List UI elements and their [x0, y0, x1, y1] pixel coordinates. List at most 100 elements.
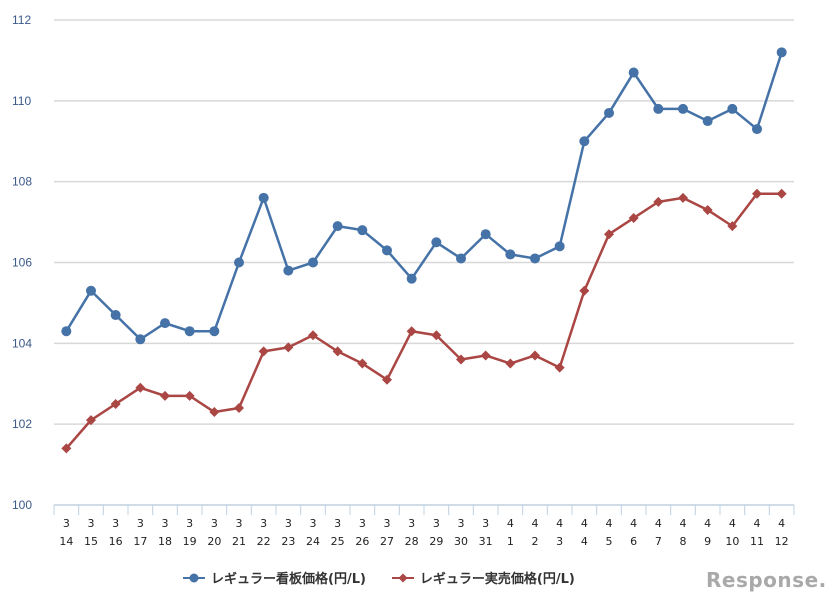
x-tick-month: 4: [655, 517, 662, 530]
data-point[interactable]: [234, 257, 244, 268]
data-point[interactable]: [554, 241, 565, 252]
data-point[interactable]: [480, 229, 491, 240]
data-point[interactable]: [86, 285, 96, 296]
x-tick-day: 20: [207, 535, 221, 548]
data-point[interactable]: [505, 249, 516, 260]
data-point[interactable]: [209, 407, 220, 418]
x-tick-day: 11: [750, 535, 764, 548]
data-point[interactable]: [283, 342, 294, 353]
data-point[interactable]: [702, 116, 713, 127]
x-tick-month: 3: [112, 517, 119, 530]
data-series: [61, 47, 787, 454]
data-point[interactable]: [357, 225, 368, 236]
data-point[interactable]: [258, 192, 269, 203]
data-point[interactable]: [234, 403, 244, 413]
x-tick-day: 15: [84, 535, 98, 548]
data-point[interactable]: [184, 390, 195, 401]
data-point[interactable]: [604, 107, 614, 118]
data-point[interactable]: [382, 374, 392, 385]
x-tick-day: 5: [606, 535, 613, 548]
x-tick-month: 3: [384, 517, 391, 530]
data-point[interactable]: [406, 273, 417, 284]
data-point[interactable]: [86, 415, 96, 426]
circle-marker-icon: [183, 573, 205, 582]
data-point[interactable]: [456, 354, 466, 365]
data-point[interactable]: [135, 382, 146, 393]
x-tick-day: 1: [507, 535, 514, 548]
x-tick-day: 4: [581, 535, 588, 548]
data-point[interactable]: [579, 285, 590, 296]
x-tick-month: 4: [507, 517, 514, 530]
data-point[interactable]: [678, 192, 688, 203]
data-point[interactable]: [653, 103, 664, 114]
data-point[interactable]: [579, 136, 590, 147]
x-tick-month: 3: [88, 517, 95, 530]
x-tick-day: 16: [109, 535, 123, 548]
data-point[interactable]: [727, 221, 738, 232]
data-point[interactable]: [456, 253, 466, 264]
x-tick-month: 3: [285, 517, 292, 530]
data-point[interactable]: [332, 346, 343, 357]
x-tick-day: 21: [232, 535, 246, 548]
x-tick-day: 25: [331, 535, 345, 548]
data-point[interactable]: [554, 362, 565, 373]
data-point[interactable]: [406, 326, 417, 337]
gridlines: [54, 19, 794, 425]
x-tick-month: 3: [433, 517, 440, 530]
data-point[interactable]: [184, 326, 195, 337]
data-point[interactable]: [628, 213, 639, 224]
x-tick-day: 17: [133, 535, 147, 548]
y-tick-label: 104: [12, 336, 32, 350]
data-point[interactable]: [357, 358, 368, 369]
x-tick-day: 28: [405, 535, 419, 548]
x-tick-day: 7: [655, 535, 662, 548]
data-point[interactable]: [110, 398, 121, 409]
legend-item-posted-price[interactable]: レギュラー看板価格(円/L): [183, 568, 366, 587]
data-point[interactable]: [530, 350, 540, 361]
data-point[interactable]: [61, 326, 72, 337]
y-tick-label: 110: [12, 94, 31, 108]
data-point[interactable]: [752, 188, 762, 199]
data-point[interactable]: [431, 330, 442, 341]
data-point[interactable]: [110, 310, 121, 321]
data-point[interactable]: [160, 318, 170, 329]
x-tick-month: 4: [532, 517, 539, 530]
data-point[interactable]: [727, 103, 738, 114]
data-point[interactable]: [382, 245, 392, 256]
data-point[interactable]: [431, 237, 442, 248]
data-point[interactable]: [530, 253, 540, 264]
legend-item-actual-price[interactable]: レギュラー実売価格(円/L): [391, 568, 575, 587]
data-point[interactable]: [308, 330, 318, 341]
data-point[interactable]: [61, 443, 72, 454]
data-point[interactable]: [604, 229, 614, 240]
y-tick-label: 112: [12, 13, 31, 27]
data-point[interactable]: [653, 196, 664, 207]
data-point[interactable]: [209, 326, 220, 337]
data-point[interactable]: [776, 47, 787, 58]
x-tick-day: 6: [630, 535, 637, 548]
x-tick-day: 23: [281, 535, 295, 548]
data-point[interactable]: [283, 265, 294, 276]
x-tick-day: 30: [454, 535, 468, 548]
data-point[interactable]: [752, 124, 762, 135]
x-tick-month: 3: [236, 517, 243, 530]
x-tick-month: 4: [704, 517, 711, 530]
x-tick-month: 4: [680, 517, 687, 530]
x-tick-month: 3: [334, 517, 341, 530]
x-tick-day: 9: [704, 535, 711, 548]
data-point[interactable]: [308, 257, 318, 268]
data-point[interactable]: [776, 188, 787, 199]
data-point[interactable]: [160, 390, 170, 401]
data-point[interactable]: [135, 334, 146, 345]
x-tick-month: 4: [581, 517, 588, 530]
data-point[interactable]: [332, 221, 343, 232]
data-point[interactable]: [480, 350, 491, 361]
data-point[interactable]: [702, 204, 713, 215]
data-point[interactable]: [258, 346, 269, 357]
data-point[interactable]: [505, 358, 516, 369]
data-point[interactable]: [628, 67, 639, 78]
data-point[interactable]: [678, 103, 688, 114]
x-tick-month: 3: [260, 517, 267, 530]
x-tick-month: 4: [729, 517, 736, 530]
legend: レギュラー看板価格(円/L) レギュラー実売価格(円/L): [183, 568, 575, 587]
